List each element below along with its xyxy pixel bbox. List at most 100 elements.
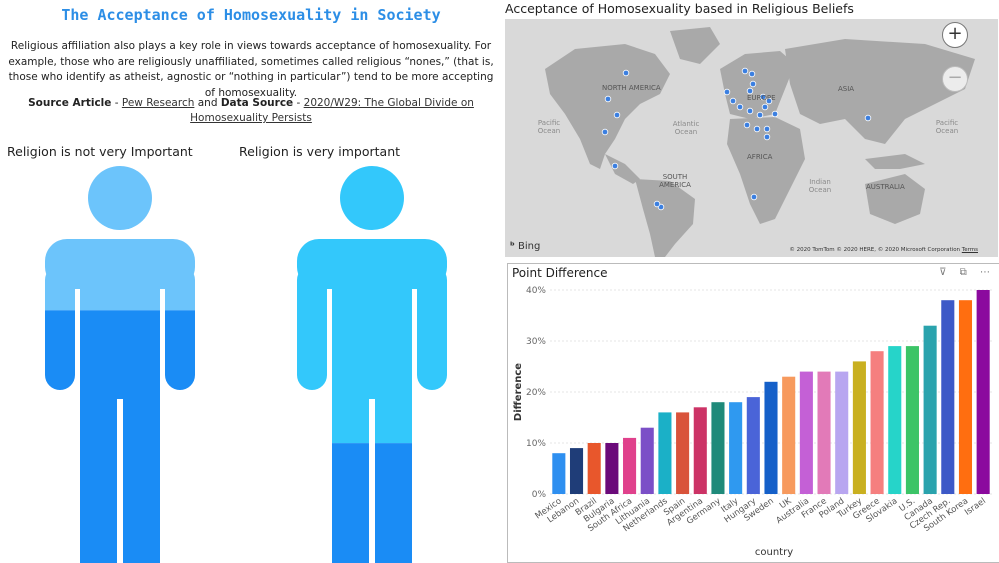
bar xyxy=(976,290,990,494)
bar xyxy=(676,412,690,494)
data-source-label: Data Source xyxy=(220,97,294,109)
label-australia: AUSTRALIA xyxy=(866,183,905,191)
dash: - xyxy=(293,97,304,109)
bar xyxy=(623,437,637,494)
location-dot xyxy=(604,95,612,103)
location-dot xyxy=(759,93,767,101)
central-america-shape xyxy=(605,154,640,184)
x-axis-title: country xyxy=(755,547,793,558)
source-article-link[interactable]: Pew Research xyxy=(121,97,195,109)
y-tick-label: 40% xyxy=(526,286,546,296)
person-body xyxy=(45,239,195,563)
bar xyxy=(835,371,849,494)
label-africa: AFRICA xyxy=(747,153,773,161)
map-dots xyxy=(601,67,872,211)
bar xyxy=(941,300,955,494)
person-figure-very-important xyxy=(297,166,447,563)
credit-text: © 2020 TomTom © 2020 HERE, © 2020 Micros… xyxy=(789,247,961,253)
location-dot xyxy=(748,70,756,78)
north-america-shape xyxy=(545,44,670,169)
chart-panel: Point Difference ⊽ ⧉ ⋯ 0% 10% 20% 30% 40% Mex… xyxy=(507,263,999,563)
south-america-shape xyxy=(635,179,695,257)
location-dot xyxy=(723,88,731,96)
zoom-in-button[interactable]: + xyxy=(942,22,968,48)
visual-header-icons[interactable]: ⊽ ⧉ ⋯ xyxy=(939,267,995,278)
africa-shape xyxy=(727,117,805,224)
label-asia: ASIA xyxy=(838,85,855,93)
terms-link[interactable]: Terms xyxy=(961,247,978,253)
asia-shape xyxy=(785,39,975,144)
label-indian-ocean: Indian Ocean xyxy=(808,178,832,194)
left-panel: The Acceptance of Homosexuality in Socie… xyxy=(6,6,496,563)
map-panel: Acceptance of Homosexuality based in Rel… xyxy=(503,0,999,262)
location-dot xyxy=(771,110,779,118)
europe-shape xyxy=(720,51,795,119)
label-pacific-ocean-west: Pacific Ocean xyxy=(537,119,561,135)
person-figure-not-important xyxy=(45,166,195,563)
bar xyxy=(640,427,654,494)
y-tick-label: 20% xyxy=(526,388,546,398)
bar xyxy=(711,402,725,494)
label-pacific-ocean-east: Pacific Ocean xyxy=(935,119,959,135)
y-tick-label: 0% xyxy=(532,490,547,500)
continents xyxy=(545,27,975,257)
map-credit: © 2020 TomTom © 2020 HERE, © 2020 Micros… xyxy=(789,247,978,253)
bar xyxy=(852,361,866,494)
person-head xyxy=(340,166,404,230)
label-europe: EUROPE xyxy=(747,94,776,102)
bar xyxy=(587,443,601,494)
bar xyxy=(569,448,584,494)
person-body xyxy=(297,239,447,563)
figure-label-not-important: Religion is not very Important xyxy=(7,144,193,159)
bing-text: Bing xyxy=(517,241,541,252)
description-text: Religious affiliation also plays a key r… xyxy=(8,40,494,99)
person-fill-light xyxy=(45,239,195,311)
bar xyxy=(764,381,778,494)
page-title: The Acceptance of Homosexuality in Socie… xyxy=(61,6,441,24)
bar xyxy=(658,412,672,494)
greenland-shape xyxy=(670,27,720,64)
bar xyxy=(746,397,760,494)
y-tick-label: 30% xyxy=(526,337,546,347)
bar-chart: 0%10%20%30%40%MexicoLebanonBrazilBulgari… xyxy=(513,286,992,558)
world-map[interactable]: NORTH AMERICA EUROPE ASIA AFRICA SOUTH A… xyxy=(505,19,998,257)
bar xyxy=(552,453,566,494)
location-dot xyxy=(622,69,630,77)
indonesia-shape xyxy=(865,154,925,169)
bar xyxy=(888,346,902,494)
location-dot xyxy=(743,121,751,129)
bar xyxy=(923,325,937,494)
location-dot xyxy=(601,128,609,136)
location-dot xyxy=(761,103,769,111)
label-north-america: NORTH AMERICA xyxy=(602,84,661,92)
y-tick-label: 10% xyxy=(526,439,546,449)
bar xyxy=(958,300,973,494)
location-dot xyxy=(756,111,764,119)
bar xyxy=(782,376,796,494)
location-dot xyxy=(765,97,773,105)
bar xyxy=(605,443,619,494)
location-dot xyxy=(613,111,621,119)
bar xyxy=(817,371,831,494)
zoom-out-button[interactable]: − xyxy=(942,66,968,92)
bar xyxy=(693,407,707,494)
bar xyxy=(729,402,743,494)
chart-title: Point Difference xyxy=(512,266,608,280)
figure-label-very-important: Religion is very important xyxy=(239,144,401,159)
location-dot xyxy=(864,114,872,122)
sources-line: Source Article - Pew Research and Data S… xyxy=(6,96,496,126)
x-tick-label: Israel xyxy=(963,496,988,518)
location-dot xyxy=(763,125,771,133)
location-dot xyxy=(763,133,771,141)
map-canvas xyxy=(545,27,975,257)
person-fill-dark xyxy=(297,443,447,563)
label-atlantic-ocean: Atlantic Ocean xyxy=(672,120,700,136)
bar xyxy=(905,346,919,494)
dash: - xyxy=(111,97,122,109)
location-dot xyxy=(746,87,754,95)
data-source-link[interactable]: 2020/W29: The Global Divide on Homosexua… xyxy=(190,97,474,124)
label-south-america: SOUTH AMERICA xyxy=(659,173,691,189)
australia-shape xyxy=(865,174,925,224)
y-axis-title: Difference xyxy=(513,363,524,421)
location-dot xyxy=(746,107,754,115)
